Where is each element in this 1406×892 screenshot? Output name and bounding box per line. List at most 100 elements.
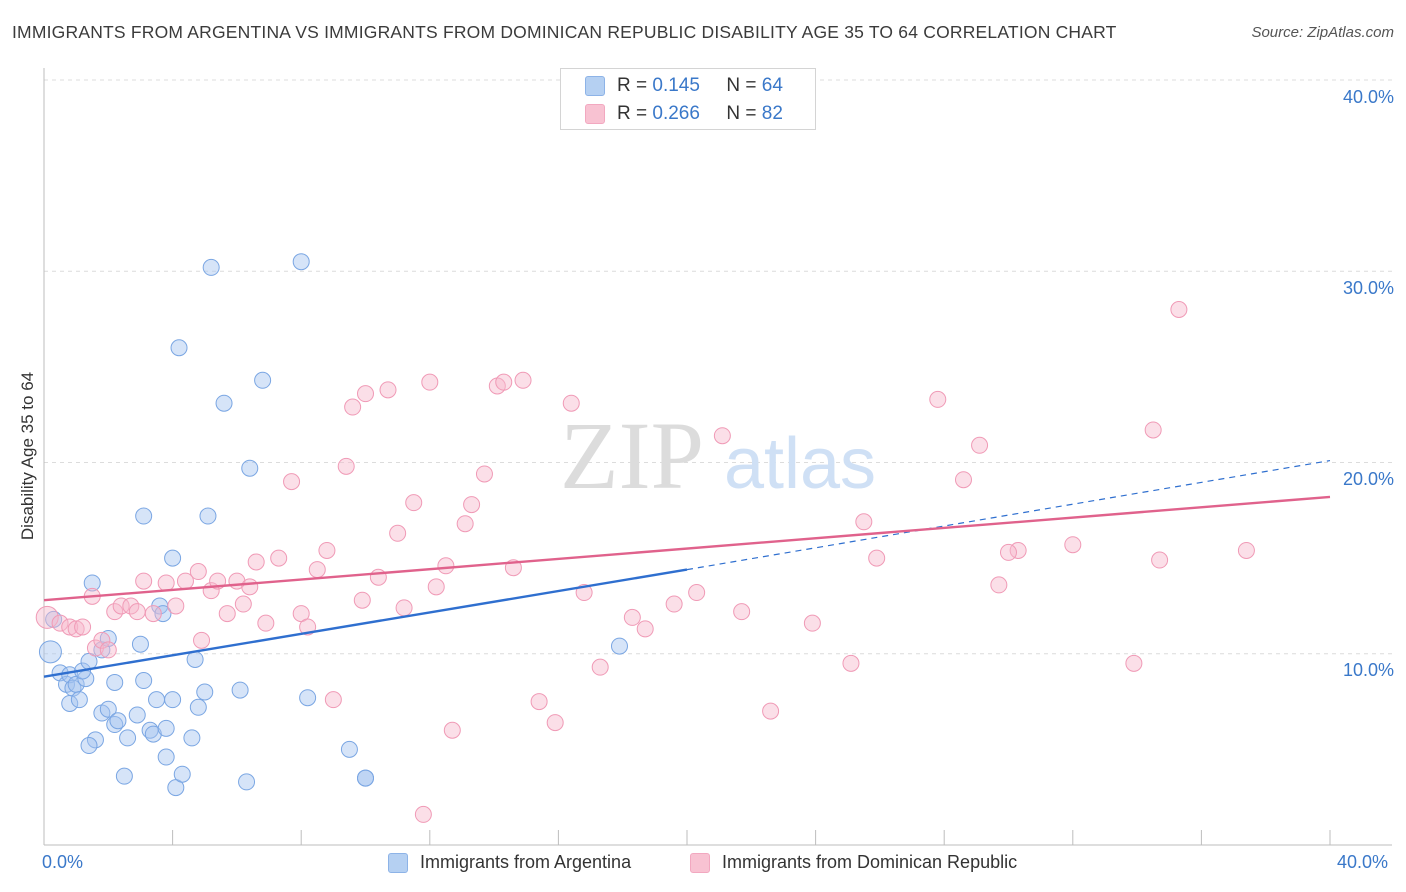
point-argentina [154, 605, 172, 623]
point-dominican [193, 631, 211, 649]
point-dominican [733, 603, 751, 621]
point-dominican [135, 572, 153, 590]
point-dominican [379, 381, 397, 399]
point-dominican [93, 631, 111, 649]
point-argentina [183, 729, 201, 747]
point-argentina [61, 694, 79, 712]
point-argentina [238, 773, 256, 791]
point-dominican [463, 496, 481, 514]
point-dominican [514, 371, 532, 389]
point-argentina [189, 698, 207, 716]
n-label: N = [726, 103, 757, 124]
n-label: N = [726, 75, 757, 96]
point-dominican [665, 595, 683, 613]
point-dominican [270, 549, 288, 567]
point-dominican [855, 513, 873, 531]
y-tick-label-30: 30.0% [1342, 278, 1394, 298]
point-dominican [167, 597, 185, 615]
legend-swatch-argentina [585, 76, 605, 96]
grid-layer [44, 79, 1392, 655]
point-dominican [990, 576, 1008, 594]
point-argentina [83, 574, 101, 592]
trend-line-dominican [43, 495, 1331, 602]
point-argentina [610, 637, 628, 655]
point-dominican [414, 805, 432, 823]
point-dominican [421, 373, 439, 391]
point-argentina [340, 740, 358, 758]
point-dominican [929, 390, 947, 408]
point-dominican [112, 597, 130, 615]
point-dominican [803, 614, 821, 632]
point-dominican [1151, 551, 1169, 569]
point-dominican [762, 702, 780, 720]
point-dominican [247, 553, 265, 571]
watermark-atlas: atlas [724, 424, 876, 504]
point-argentina [131, 635, 149, 653]
point-dominican [67, 620, 85, 638]
chart-title: IMMIGRANTS FROM ARGENTINA VS IMMIGRANTS … [12, 22, 1117, 42]
legend-item-argentina[interactable]: Immigrants from Argentina [388, 852, 631, 873]
y-tick-label-10: 10.0% [1342, 660, 1394, 680]
point-argentina [109, 712, 127, 730]
n-value: 64 [761, 75, 783, 96]
point-dominican [688, 584, 706, 602]
point-dominican [122, 597, 140, 615]
point-dominican [283, 473, 301, 491]
point-dominican [1237, 541, 1255, 559]
point-argentina [135, 507, 153, 525]
point-dominican [868, 549, 886, 567]
source-label: Source: ZipAtlas.com [1251, 24, 1394, 41]
n-value: 82 [761, 103, 783, 124]
legend-item-dominican[interactable]: Immigrants from Dominican Republic [690, 852, 1017, 873]
point-argentina [135, 672, 153, 690]
point-argentina [231, 681, 249, 699]
point-argentina [199, 507, 217, 525]
point-dominican [443, 721, 461, 739]
point-argentina [196, 683, 214, 701]
point-argentina [357, 769, 374, 787]
point-argentina [299, 689, 317, 707]
point-dominican [1170, 301, 1188, 318]
point-argentina [186, 650, 204, 668]
point-dominican [257, 614, 275, 632]
point-dominican [636, 620, 654, 638]
point-argentina [202, 258, 220, 276]
point-dominican [357, 385, 374, 403]
point-dominican [623, 608, 641, 626]
legend-swatch-dominican [690, 852, 710, 873]
point-dominican [395, 599, 413, 617]
x-tick-label-min: 0.0% [42, 852, 84, 872]
point-dominican [218, 605, 236, 623]
point-dominican [495, 373, 513, 391]
point-argentina [148, 691, 166, 709]
point-dominican [954, 471, 972, 489]
point-dominican [324, 691, 342, 709]
point-dominican [389, 524, 407, 542]
point-dominican [74, 618, 92, 636]
point-argentina [86, 731, 104, 749]
point-argentina [115, 767, 133, 785]
legend-swatch-argentina [388, 852, 408, 873]
point-argentina [157, 748, 175, 766]
point-dominican [427, 578, 445, 596]
point-dominican [1064, 536, 1082, 554]
point-argentina [215, 394, 233, 412]
point-dominican [562, 394, 580, 412]
point-argentina [254, 371, 272, 389]
r-label: R = [617, 103, 648, 124]
y-axis-label: Disability Age 35 to 64 [18, 371, 37, 541]
stats-legend: R = 0.145 N = 64 R = 0.266 N = 82 [560, 68, 816, 130]
point-argentina [157, 719, 175, 737]
point-dominican [530, 693, 548, 711]
point-argentina [292, 253, 310, 271]
point-dominican [106, 603, 124, 621]
point-dominican [61, 618, 79, 636]
point-argentina [128, 706, 146, 724]
point-dominican [842, 654, 860, 672]
legend-swatch-dominican [585, 104, 605, 124]
stats-row-argentina: R = 0.145 N = 64 [585, 75, 783, 97]
trend-layer [43, 459, 1331, 678]
point-dominican [353, 591, 371, 609]
point-argentina [38, 640, 62, 664]
